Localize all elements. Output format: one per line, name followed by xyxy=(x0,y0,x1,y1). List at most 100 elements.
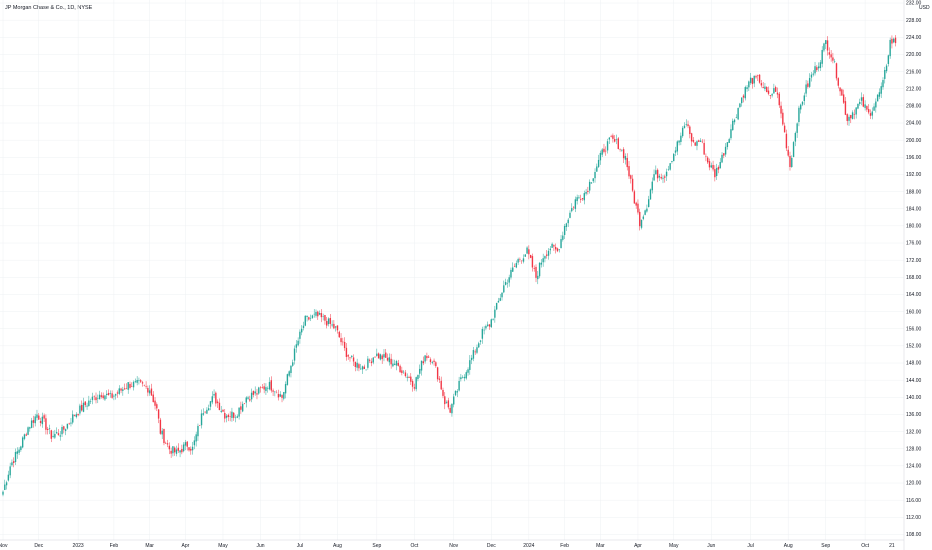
candle-body xyxy=(599,152,602,161)
candle-body xyxy=(594,171,596,179)
candle-body xyxy=(263,386,265,390)
price-axis[interactable]: 108.00 112.00 116.00 120.00 124.00 128.00 132.… xyxy=(906,1,922,538)
candle-body xyxy=(2,491,4,495)
candle-body xyxy=(733,119,736,123)
candle-body xyxy=(175,449,178,454)
candle-body xyxy=(510,269,512,278)
candle-body xyxy=(465,372,467,379)
candle-body xyxy=(705,156,707,157)
candle-body xyxy=(814,66,816,74)
candle-body xyxy=(860,97,863,101)
candle-body xyxy=(86,405,88,407)
candle-body xyxy=(351,355,353,357)
candle-body xyxy=(735,117,738,118)
candle-body xyxy=(615,139,618,140)
time-axis[interactable]: Nov Dec 2023 Feb Mar Apr May Jun Jul Aug Sep Oct Nov… xyxy=(0,543,895,549)
candle-body xyxy=(476,347,478,353)
candle-body xyxy=(224,412,226,419)
candle-body xyxy=(876,94,879,102)
candle-body xyxy=(72,414,74,423)
candle-body xyxy=(655,170,657,175)
candle-body xyxy=(597,159,600,167)
candle-body xyxy=(433,360,435,362)
y-tick-label: 204.00 xyxy=(906,121,922,127)
candle-body xyxy=(792,142,795,157)
candle-body xyxy=(258,387,260,394)
candle-body xyxy=(619,149,621,150)
candle-body xyxy=(420,360,423,371)
candle-body xyxy=(717,166,720,170)
candle-body xyxy=(107,392,110,396)
candle-body xyxy=(118,388,120,394)
candle-body xyxy=(687,124,689,127)
candle-body xyxy=(656,169,659,179)
candle-body xyxy=(458,380,460,391)
candle-body xyxy=(57,433,60,436)
candle-body xyxy=(587,190,589,192)
candle-body xyxy=(406,376,408,378)
candle-body xyxy=(143,384,145,386)
candle-body xyxy=(667,169,670,171)
candle-body xyxy=(478,343,480,348)
candle-body xyxy=(531,256,534,268)
candle-body xyxy=(299,331,301,339)
candle-body xyxy=(554,246,557,250)
candle-body xyxy=(601,149,603,155)
candle-body xyxy=(612,135,614,139)
candle-body xyxy=(150,388,153,396)
candle-body xyxy=(469,360,471,370)
candle-body xyxy=(546,254,548,256)
candle-body xyxy=(245,397,247,403)
candle-body xyxy=(880,86,882,94)
candle-body xyxy=(805,84,807,94)
candle-body xyxy=(894,37,897,44)
candle-body xyxy=(41,416,44,425)
candle-body xyxy=(172,446,174,454)
candle-body xyxy=(603,148,605,152)
candle-body xyxy=(300,328,303,333)
candle-body xyxy=(726,142,729,147)
candle-body xyxy=(481,329,484,339)
candle-body xyxy=(55,432,58,434)
candle-body xyxy=(66,423,69,429)
candle-body xyxy=(764,86,766,90)
candle-body xyxy=(129,383,131,388)
candle-body xyxy=(36,414,38,418)
candle-body xyxy=(234,417,237,419)
candle-body xyxy=(252,390,255,395)
candle-body xyxy=(572,206,575,208)
candle-body xyxy=(757,75,759,77)
candle-body xyxy=(131,386,133,387)
candle-body xyxy=(392,363,394,367)
candle-body xyxy=(308,317,310,320)
candle-body xyxy=(222,409,224,412)
candle-body xyxy=(517,259,519,263)
candle-body xyxy=(529,254,532,258)
candle-body xyxy=(148,390,151,394)
candle-body xyxy=(767,90,770,94)
candle-body xyxy=(435,362,437,367)
candle-body xyxy=(540,262,543,265)
y-tick-label: 108.00 xyxy=(906,532,922,538)
candle-body xyxy=(608,137,611,140)
candle-body xyxy=(724,146,727,155)
candle-body xyxy=(368,359,371,361)
candle-body xyxy=(334,326,337,328)
candle-body xyxy=(404,372,407,377)
candle-body xyxy=(878,92,881,97)
candle-body xyxy=(501,292,503,298)
candle-body xyxy=(68,423,70,424)
candle-body xyxy=(715,167,718,176)
candle-body xyxy=(111,393,113,398)
candle-body xyxy=(499,298,501,301)
y-tick-label: 192.00 xyxy=(906,172,922,178)
candle-body xyxy=(354,361,357,367)
candle-body xyxy=(297,340,299,346)
candle-body xyxy=(622,149,625,159)
candle-body xyxy=(832,57,834,61)
candle-body xyxy=(789,155,791,167)
candle-body xyxy=(526,247,528,254)
candle-body xyxy=(821,49,823,64)
candle-body xyxy=(728,139,730,143)
